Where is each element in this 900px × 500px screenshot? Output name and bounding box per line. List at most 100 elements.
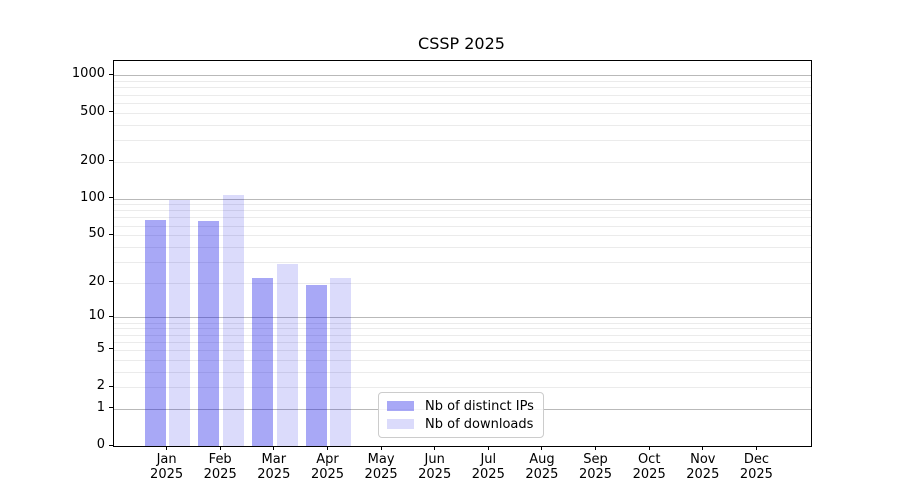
- gridline-minor: [114, 94, 811, 96]
- x-tick-label: Sep 2025: [566, 452, 626, 482]
- gridline-minor: [114, 282, 811, 284]
- y-axis-tick: [109, 348, 113, 350]
- y-axis-tick: [109, 197, 113, 198]
- x-axis-tick: [219, 446, 221, 450]
- x-tick-label: Jun 2025: [405, 452, 465, 482]
- gridline-minor: [114, 359, 811, 361]
- x-tick-year: 2025: [686, 467, 720, 482]
- x-tick-year: 2025: [203, 467, 237, 482]
- bar-downloads: [169, 200, 191, 446]
- x-tick-month: Jan: [156, 452, 177, 467]
- x-tick-month: Mar: [261, 452, 287, 467]
- gridline-minor: [114, 161, 811, 163]
- legend-label: Nb of downloads: [425, 416, 534, 432]
- x-axis-tick: [434, 446, 436, 450]
- x-tick-year: 2025: [578, 467, 613, 482]
- plot-area: [113, 60, 812, 447]
- gridline-minor: [114, 334, 811, 336]
- gridline-major: [114, 198, 811, 200]
- x-axis-tick: [541, 446, 543, 450]
- x-axis-tick: [702, 446, 704, 450]
- x-tick-month: Dec: [743, 452, 769, 467]
- gridline-minor: [114, 235, 811, 237]
- x-tick-label: Feb 2025: [190, 452, 250, 482]
- gridline-minor: [114, 81, 811, 83]
- gridline-minor: [114, 210, 811, 212]
- y-axis-tick: [109, 111, 113, 113]
- x-tick-year: 2025: [632, 467, 666, 482]
- gridline-major: [114, 75, 811, 77]
- x-tick-year: 2025: [364, 467, 398, 482]
- gridline-minor: [114, 322, 811, 324]
- x-tick-label: Nov 2025: [673, 452, 733, 482]
- bar-distinct-ips: [198, 220, 220, 446]
- y-tick-label: 100: [80, 189, 105, 205]
- gridline-minor: [114, 371, 811, 373]
- x-axis-tick: [327, 446, 328, 450]
- gridline-minor: [114, 341, 811, 343]
- y-tick-label: 2: [96, 378, 105, 394]
- x-tick-label: Oct 2025: [619, 452, 679, 482]
- y-tick-label: 50: [88, 226, 105, 242]
- legend-label: Nb of distinct IPs: [425, 398, 534, 414]
- y-tick-label: 1: [96, 399, 105, 415]
- legend-entry: Nb of distinct IPs: [387, 397, 535, 415]
- y-axis-tick: [109, 315, 113, 317]
- gridline-minor: [114, 204, 811, 206]
- x-axis-tick: [487, 446, 489, 450]
- gridline-minor: [114, 112, 811, 114]
- bar-downloads: [276, 263, 298, 446]
- x-tick-label: Mar 2025: [244, 452, 304, 482]
- bar-downloads: [223, 194, 244, 446]
- x-tick-month: Feb: [208, 452, 232, 467]
- x-axis-tick: [273, 446, 275, 450]
- x-tick-year: 2025: [418, 467, 452, 482]
- x-axis-tick: [166, 446, 168, 450]
- legend-swatch: [387, 401, 414, 411]
- y-tick-label: 500: [80, 103, 105, 119]
- x-tick-label: Dec 2025: [726, 452, 786, 482]
- x-tick-label: Jan 2025: [137, 452, 197, 482]
- gridline-minor: [114, 124, 811, 126]
- x-tick-year: 2025: [471, 467, 505, 482]
- x-tick-year: 2025: [525, 467, 559, 482]
- gridline-major: [114, 317, 811, 319]
- gridline-minor: [114, 349, 811, 351]
- bar-downloads: [330, 277, 352, 446]
- gridline-minor: [114, 102, 811, 104]
- gridline-minor: [114, 139, 811, 141]
- gridline-minor: [114, 328, 811, 330]
- x-tick-year: 2025: [310, 467, 345, 482]
- x-tick-month: Nov: [690, 452, 716, 467]
- bar-distinct-ips: [252, 277, 273, 446]
- gridline-minor: [114, 246, 811, 248]
- x-tick-month: Oct: [637, 452, 661, 467]
- y-axis-tick: [109, 233, 113, 235]
- y-axis-tick: [109, 444, 113, 446]
- bar-distinct-ips: [144, 219, 166, 446]
- y-tick-label: 200: [80, 152, 105, 168]
- y-axis-tick: [109, 385, 113, 387]
- x-tick-year: 2025: [150, 467, 184, 482]
- y-tick-label: 20: [88, 273, 105, 289]
- y-tick-label: 10: [88, 308, 105, 324]
- y-axis-tick: [109, 281, 113, 283]
- x-tick-month: Sep: [583, 452, 608, 467]
- gridline-minor: [114, 225, 811, 227]
- y-tick-label: 1000: [71, 66, 105, 82]
- x-tick-label: May 2025: [351, 452, 411, 482]
- bar-distinct-ips: [305, 285, 327, 446]
- x-axis-tick: [755, 446, 757, 450]
- gridline-minor: [114, 87, 811, 89]
- y-axis-tick: [109, 160, 113, 162]
- chart-title: CSSP 2025: [418, 34, 505, 53]
- x-tick-year: 2025: [257, 467, 291, 482]
- gridline-minor: [114, 217, 811, 219]
- x-tick-month: Apr: [316, 452, 339, 467]
- y-axis-tick: [109, 73, 113, 75]
- x-tick-month: May: [367, 452, 395, 467]
- x-tick-month: Jun: [424, 452, 445, 467]
- x-tick-year: 2025: [739, 467, 773, 482]
- legend-swatch: [387, 419, 414, 429]
